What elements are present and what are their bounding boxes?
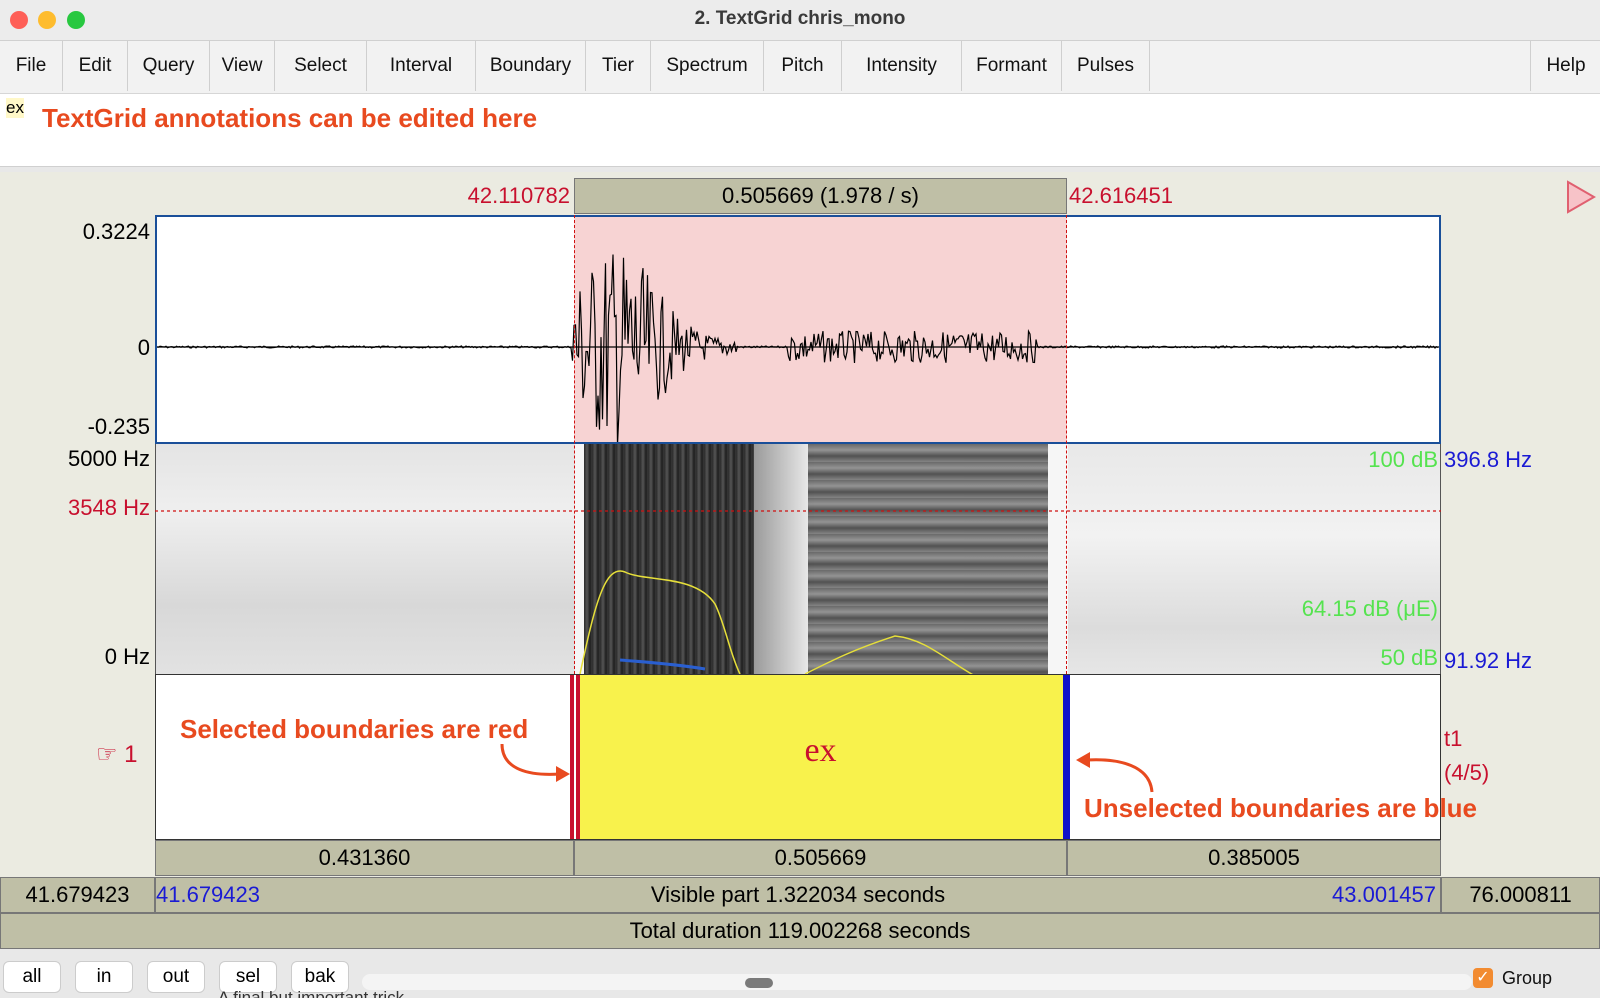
menu-intensity[interactable]: Intensity	[842, 41, 962, 91]
behind-window-text: A final but important trick	[218, 988, 405, 998]
menu-pulses[interactable]: Pulses	[1062, 41, 1150, 91]
selection-start: 42.110782	[467, 183, 570, 208]
menu-boundary[interactable]: Boundary	[476, 41, 586, 91]
total-duration-bar[interactable]: Total duration 119.002268 seconds	[0, 913, 1600, 949]
selection-duration-bar[interactable]: 0.505669 (1.978 / s)	[574, 178, 1067, 214]
zoom-selection-button[interactable]: sel	[219, 961, 277, 993]
arrow-to-selected-icon	[500, 743, 570, 782]
scrollbar-thumb[interactable]	[745, 978, 773, 988]
visible-end: 43.001457	[1332, 882, 1436, 907]
visible-start: 41.679423	[156, 882, 260, 907]
unselected-boundary[interactable]	[1063, 675, 1070, 839]
spectrogram-freq-max: 5000 Hz	[68, 446, 150, 471]
menu-view[interactable]: View	[210, 41, 275, 91]
menu-formant[interactable]: Formant	[962, 41, 1062, 91]
pitch-min: 91.92 Hz	[1444, 648, 1533, 673]
menu-query[interactable]: Query	[128, 41, 210, 91]
interval-text[interactable]: ex	[804, 732, 837, 769]
menu-spectrum[interactable]: Spectrum	[651, 41, 764, 91]
waveform-y-min: -0.235	[87, 414, 150, 439]
window-start-bar[interactable]: 41.679423	[0, 877, 155, 913]
selected-interval[interactable]	[576, 675, 1065, 839]
selection-end-line	[1066, 215, 1067, 674]
visible-part-label: Visible part 1.322034 seconds	[650, 882, 946, 907]
waveform-y-zero: 0	[137, 335, 150, 360]
play-triangle-icon[interactable]	[1566, 180, 1596, 214]
interval-duration-3[interactable]: 0.385005	[1067, 840, 1441, 876]
group-label: Group	[1502, 968, 1553, 988]
menu-interval[interactable]: Interval	[367, 41, 476, 91]
spectrogram-overlay	[155, 510, 1441, 674]
menu-tier[interactable]: Tier	[586, 41, 651, 91]
interval-duration-2[interactable]: 0.505669	[574, 840, 1067, 876]
menu-select[interactable]: Select	[275, 41, 367, 91]
zoom-window-button[interactable]	[67, 11, 85, 29]
arrow-to-unselected-icon	[1076, 752, 1154, 793]
minimize-window-button[interactable]	[38, 11, 56, 29]
spectrogram-panel[interactable]	[155, 444, 1441, 674]
selected-boundary-right[interactable]	[576, 675, 580, 839]
zoom-out-button[interactable]: out	[147, 961, 205, 993]
window-title: 2. TextGrid chris_mono	[694, 8, 906, 29]
intensity-mid: 64.15 dB (μE)	[1301, 596, 1438, 621]
title-bar	[0, 0, 1600, 41]
interval-duration-1[interactable]: 0.431360	[155, 840, 574, 876]
selection-end: 42.616451	[1069, 183, 1173, 208]
menu-file[interactable]: File	[0, 41, 63, 91]
tier-name: t1	[1444, 726, 1463, 751]
horizontal-scrollbar[interactable]	[362, 974, 1472, 990]
menu-edit[interactable]: Edit	[63, 41, 128, 91]
menu-pitch[interactable]: Pitch	[764, 41, 842, 91]
spectrogram-freq-cursor: 3548 Hz	[68, 495, 150, 520]
window-end-bar[interactable]: 76.000811	[1441, 877, 1600, 913]
waveform-selection	[574, 217, 1067, 442]
zoom-in-button[interactable]: in	[75, 961, 133, 993]
selected-boundary-left[interactable]	[570, 675, 574, 839]
intensity-max: 100 dB	[1368, 447, 1438, 472]
menu-help[interactable]: Help	[1530, 41, 1600, 91]
waveform-trace	[157, 254, 1439, 442]
tier-interval-count: (4/5)	[1444, 760, 1490, 785]
close-window-button[interactable]	[10, 11, 28, 29]
annotation-selected-boundaries: Selected boundaries are red	[180, 714, 529, 744]
menu-bar: File Edit Query View Select Interval Bou…	[0, 41, 1600, 94]
spectrogram-freq-min: 0 Hz	[104, 644, 150, 669]
visible-part-bar[interactable]: 41.679423 Visible part 1.322034 seconds …	[155, 877, 1441, 913]
selection-start-line	[574, 215, 575, 674]
annotation-unselected-boundaries: Unselected boundaries are blue	[1084, 793, 1478, 823]
pitch-max: 396.8 Hz	[1444, 447, 1533, 472]
group-checkbox[interactable]: ✓	[1473, 968, 1493, 988]
annotation-text-area: TextGrid annotations can be edited here	[42, 103, 538, 133]
waveform-y-max: 0.3224	[82, 219, 150, 244]
text-edit-value[interactable]: ex	[6, 98, 24, 118]
zoom-back-button[interactable]: bak	[291, 961, 349, 993]
intensity-min: 50 dB	[1380, 645, 1439, 670]
zoom-all-button[interactable]: all	[3, 961, 61, 993]
text-edit-area[interactable]	[0, 94, 1600, 167]
tier-number[interactable]: ☞ 1	[96, 741, 138, 768]
